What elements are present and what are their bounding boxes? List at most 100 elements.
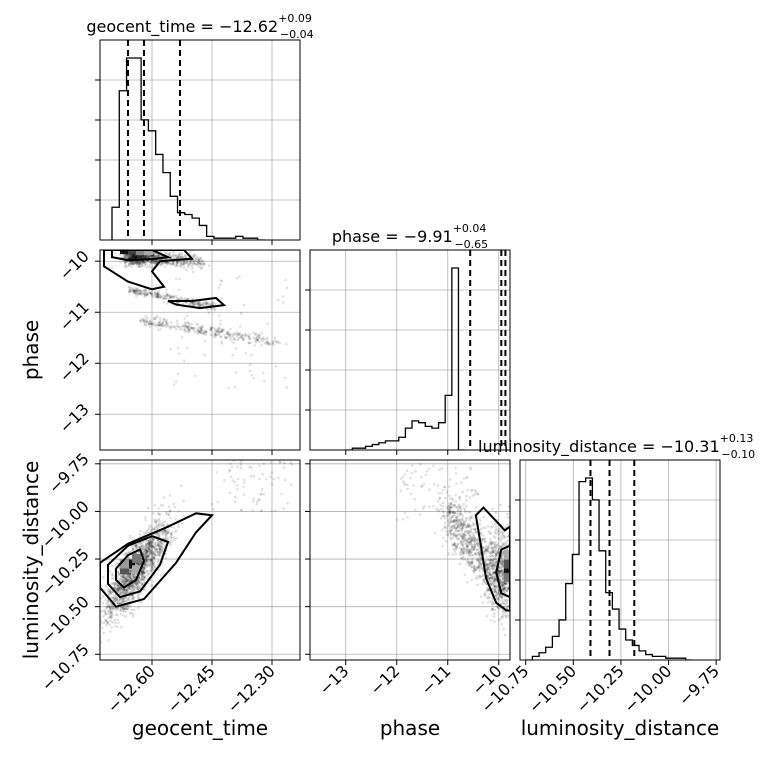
sample-point <box>458 505 461 508</box>
sample-point <box>154 254 158 258</box>
sample-point <box>466 510 470 514</box>
sample-point <box>115 598 119 602</box>
sample-point <box>108 609 112 612</box>
sample-point <box>149 261 153 264</box>
sample-point <box>166 531 170 534</box>
sample-point <box>191 254 195 257</box>
sample-point <box>493 608 497 612</box>
sample-point <box>138 288 142 292</box>
sample-point <box>133 291 137 295</box>
sample-point <box>453 513 456 517</box>
sample-point <box>499 565 503 569</box>
sample-point <box>147 544 151 547</box>
sample-point <box>185 260 189 264</box>
sample-point <box>150 558 154 562</box>
sample-point <box>492 566 495 570</box>
sample-point <box>472 524 475 528</box>
sample-point <box>124 255 127 259</box>
sample-point <box>152 556 156 560</box>
sample-point <box>125 589 129 593</box>
sample-point <box>491 507 494 511</box>
sample-point <box>141 570 145 574</box>
sample-point <box>489 551 493 554</box>
sample-point <box>453 541 457 545</box>
sample-point <box>200 260 203 264</box>
sample-point <box>214 334 218 337</box>
sample-point <box>461 526 465 530</box>
sample-point <box>162 547 165 550</box>
sample-point <box>419 463 422 466</box>
sample-point <box>196 302 200 306</box>
sample-point <box>465 476 468 480</box>
sample-point <box>440 467 444 470</box>
sample-point <box>176 256 179 259</box>
sample-point <box>147 255 150 258</box>
sample-point <box>138 545 141 549</box>
sample-point <box>488 572 492 576</box>
sample-point <box>505 589 508 593</box>
sample-point <box>452 542 456 546</box>
sample-point <box>168 494 172 497</box>
sample-point <box>140 261 144 265</box>
sample-point <box>241 333 244 337</box>
sample-point <box>150 544 153 548</box>
sample-point <box>469 551 473 555</box>
sample-point <box>113 586 116 590</box>
sample-point <box>500 615 504 619</box>
sample-point <box>469 528 473 532</box>
sample-point <box>169 533 173 536</box>
sample-point <box>478 561 482 565</box>
sample-point <box>147 549 151 552</box>
sample-point <box>236 483 239 487</box>
sample-point <box>483 592 487 595</box>
sample-point <box>471 553 475 557</box>
sample-point <box>168 327 172 330</box>
sample-point <box>436 484 440 487</box>
sample-point <box>485 562 489 566</box>
sample-point <box>132 547 135 551</box>
sample-point <box>172 262 175 266</box>
sample-point <box>150 568 154 572</box>
sample-point <box>163 323 167 327</box>
sample-point <box>510 582 513 585</box>
sample-point <box>148 564 152 568</box>
sample-point <box>135 254 139 258</box>
sample-point <box>111 607 115 611</box>
sample-point <box>158 531 161 535</box>
sample-point <box>178 328 182 331</box>
sample-point <box>131 546 134 550</box>
sample-point <box>132 289 136 293</box>
sample-point <box>242 303 246 307</box>
sample-point <box>480 562 483 566</box>
sample-point <box>469 551 473 554</box>
sample-point <box>205 301 209 305</box>
sample-point <box>130 578 133 581</box>
panel-hist-geocent-time <box>95 39 301 245</box>
sample-point <box>500 545 503 549</box>
sample-point <box>494 594 498 598</box>
sample-point <box>176 297 180 301</box>
sample-point <box>446 532 450 535</box>
sample-point <box>118 577 122 581</box>
sample-point <box>446 507 449 510</box>
sample-point <box>125 591 129 594</box>
sample-point <box>132 255 136 259</box>
sample-point <box>495 543 499 547</box>
sample-point <box>130 265 133 269</box>
sample-point <box>155 293 159 297</box>
sample-point <box>471 537 475 540</box>
sample-point <box>136 244 139 247</box>
sample-point <box>185 297 188 301</box>
sample-point <box>486 524 490 528</box>
sample-point <box>112 607 115 610</box>
sample-point <box>148 291 152 295</box>
sample-point <box>136 255 140 259</box>
sample-point <box>493 577 497 581</box>
sample-point <box>276 340 280 343</box>
sample-point <box>124 606 128 610</box>
sample-point <box>276 341 279 344</box>
sample-point <box>147 557 151 561</box>
sample-point <box>472 548 476 552</box>
sample-point <box>123 607 127 611</box>
sample-point <box>474 551 477 555</box>
